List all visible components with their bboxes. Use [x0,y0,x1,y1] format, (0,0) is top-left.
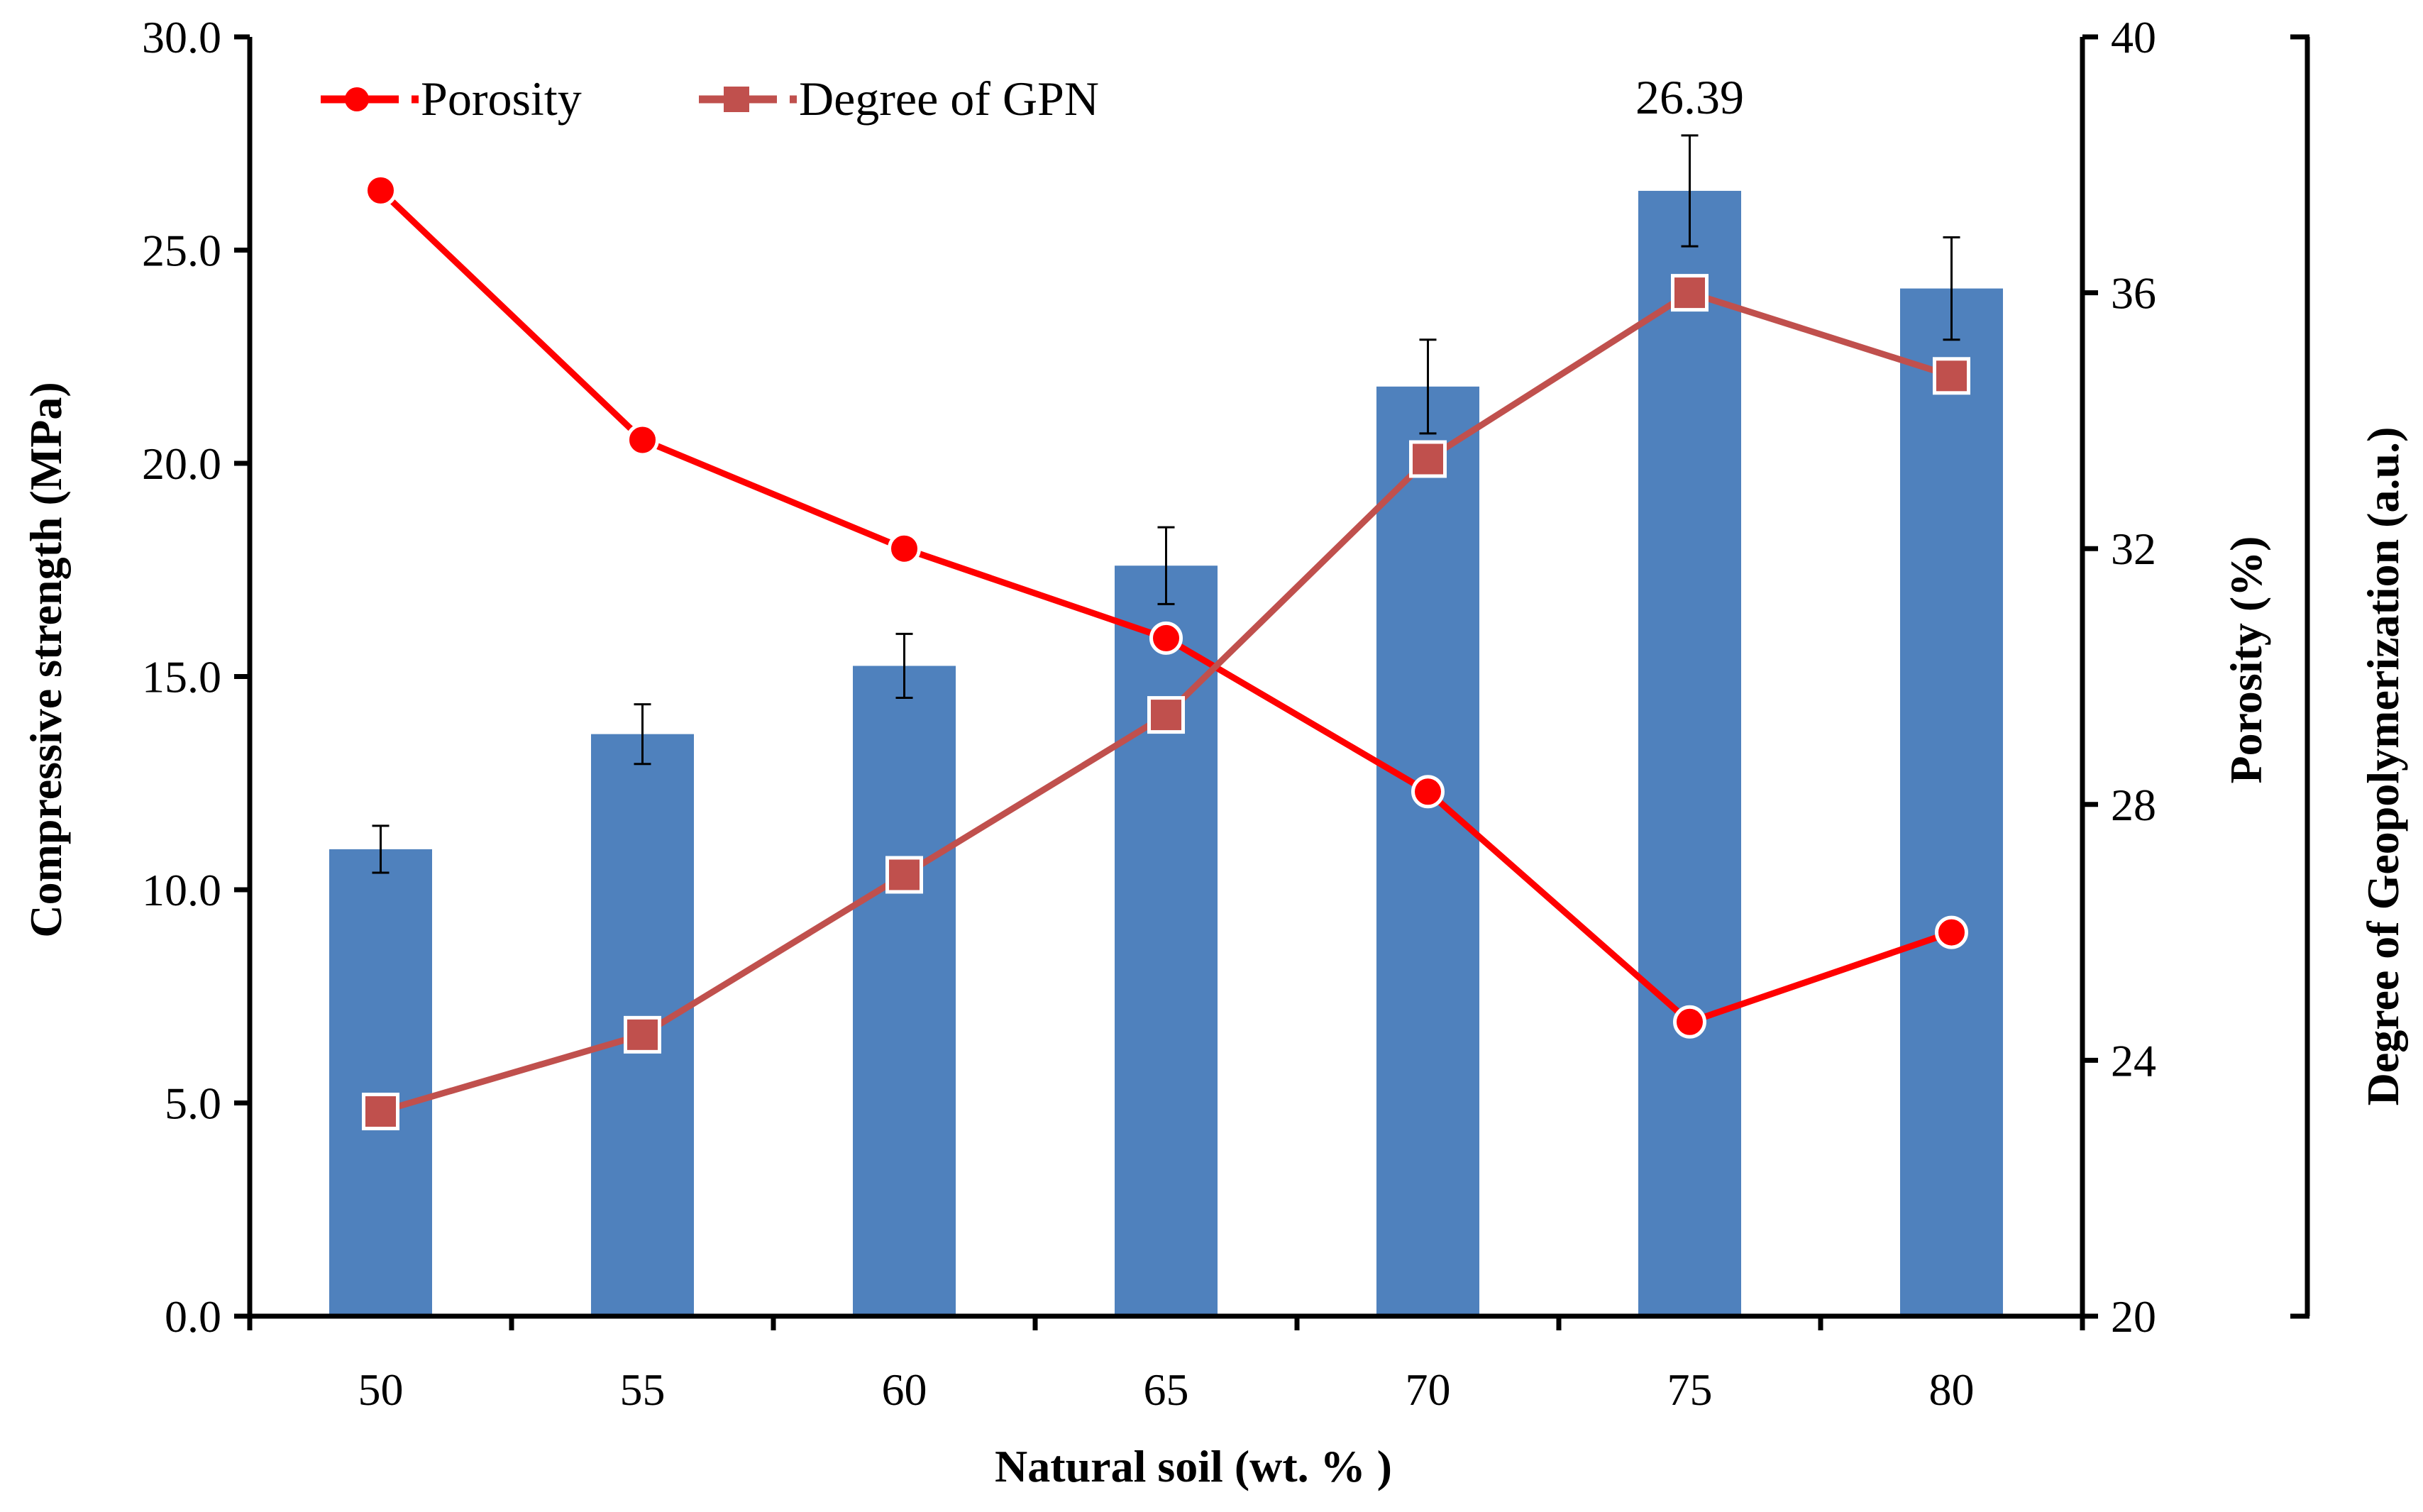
x-tick-label: 75 [1667,1364,1713,1415]
point-degree-of-gpn-60 [885,856,923,894]
max-value-label: 26.39 [1635,70,1744,124]
y-right-tick-label: 28 [2111,780,2156,830]
legend-gpn-marker [724,87,749,112]
x-tick-label: 80 [1929,1364,1975,1415]
point-degree-of-gpn-75 [1671,274,1709,312]
y-far-right-axis-title: Degree of Geopolymerization (a.u.) [2358,427,2408,1106]
bar-60 [853,666,956,1316]
y-left-tick-label: 30.0 [142,12,221,62]
point-degree-of-gpn-70 [1409,440,1447,478]
point-porosity-55 [626,423,659,457]
y-right-tick-label: 20 [2111,1291,2156,1342]
bar-70 [1376,386,1479,1316]
x-axis-title: Natural soil (wt. % ) [995,1441,1392,1491]
x-tick-label: 50 [358,1364,404,1415]
y-right-tick-label: 32 [2111,524,2156,574]
line-series [362,173,1970,1131]
bar-75 [1638,190,1741,1317]
y-left-tick-label: 15.0 [142,652,221,702]
y-right-tick-label: 36 [2111,268,2156,319]
point-degree-of-gpn-50 [362,1093,399,1131]
legend: Porosity Degree of GPN [321,72,1099,126]
legend-porosity-marker [345,87,369,111]
y-left-tick-label: 25.0 [142,226,221,276]
y-left-tick-label: 10.0 [142,865,221,915]
error-bars [372,134,1960,874]
bar-50 [329,849,432,1316]
legend-porosity-label: Porosity [421,72,582,126]
y-left-tick-label: 20.0 [142,438,221,489]
y-right-tick-label: 40 [2111,12,2156,62]
point-porosity-50 [364,173,397,207]
point-porosity-80 [1935,915,1968,949]
bar-80 [1900,288,2003,1317]
point-degree-of-gpn-80 [1933,357,1970,395]
x-tick-label: 60 [882,1364,927,1415]
y-left-tick-label: 0.0 [165,1291,221,1342]
bar-series [329,190,2003,1317]
point-porosity-65 [1149,621,1183,655]
x-tick-label: 55 [620,1364,666,1415]
y-left-axis-title: Compressive strength (MPa) [21,382,71,937]
y-left-tick-label: 5.0 [165,1078,221,1129]
point-porosity-70 [1411,775,1445,809]
y-right-tick-label: 24 [2111,1035,2156,1086]
y-right-axis-title: Porosity (%) [2221,536,2271,784]
point-porosity-75 [1673,1005,1706,1039]
axes: 0.0 5.0 10.0 15.0 20.0 25.0 30.0 20 24 28 32 36 40 50… [142,12,2310,1415]
point-degree-of-gpn-55 [624,1015,661,1054]
x-tick-label: 65 [1144,1364,1189,1415]
point-degree-of-gpn-65 [1147,696,1185,734]
x-tick-label: 70 [1406,1364,1451,1415]
point-porosity-60 [888,531,921,565]
legend-gpn-label: Degree of GPN [799,72,1099,126]
bar-65 [1115,565,1218,1316]
